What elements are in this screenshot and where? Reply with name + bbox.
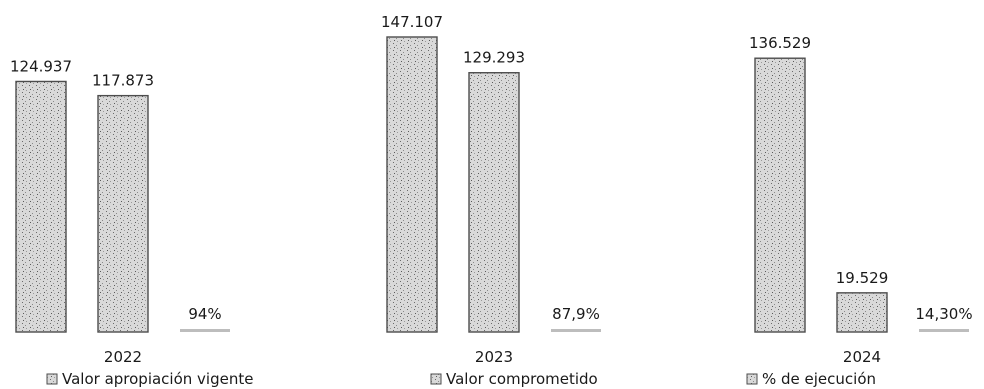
- legend-swatch-series-2: [430, 373, 442, 385]
- bar-2024-series-1: [754, 57, 806, 333]
- legend: Valor apropiación vigente Valor compromet…: [46, 370, 876, 388]
- value-label-2024-series-2: 19.529: [836, 269, 889, 287]
- legend-label-series-1: Valor apropiación vigente: [62, 370, 253, 388]
- value-label-2023-series-2: 129.293: [463, 49, 525, 67]
- bar-2024-series-3: [919, 329, 969, 332]
- value-label-2024-series-3: 14,30%: [915, 305, 972, 323]
- legend-label-series-3: % de ejecución: [762, 370, 876, 388]
- value-label-2024-series-1: 136.529: [749, 34, 811, 52]
- bar-2022-series-3: [180, 329, 230, 332]
- bar-2022-series-2: [97, 94, 149, 333]
- value-label-2023-series-3: 87,9%: [552, 305, 600, 323]
- bar-2024-series-2: [836, 292, 888, 333]
- legend-swatch-series-1: [46, 373, 58, 385]
- bar-2023-series-2: [468, 72, 520, 333]
- value-label-2022-series-1: 124.937: [10, 57, 72, 75]
- legend-label-series-2: Valor comprometido: [446, 370, 598, 388]
- bar-2023-series-3: [551, 329, 601, 332]
- value-label-2022-series-2: 117.873: [92, 72, 154, 90]
- category-label-2023: 2023: [475, 348, 513, 366]
- category-label-2024: 2024: [843, 348, 881, 366]
- category-label-2022: 2022: [104, 348, 142, 366]
- legend-swatch-series-3: [746, 373, 758, 385]
- bar-2023-series-1: [386, 36, 438, 333]
- value-label-2022-series-3: 94%: [188, 305, 221, 323]
- bar-2022-series-1: [15, 80, 67, 333]
- value-label-2023-series-1: 147.107: [381, 13, 443, 31]
